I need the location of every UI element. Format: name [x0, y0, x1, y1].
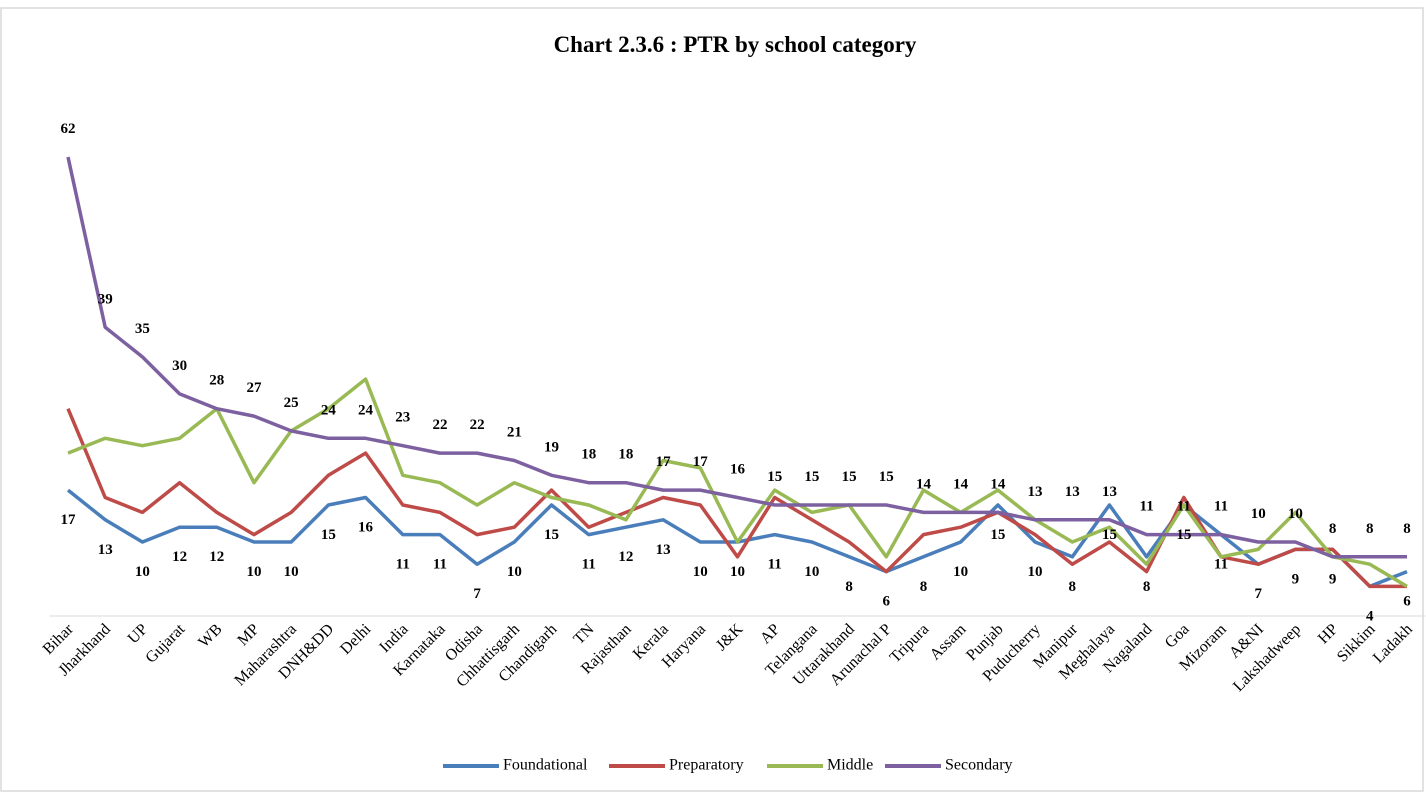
legend-label: Preparatory [669, 757, 744, 774]
data-label: 15 [767, 469, 782, 485]
data-label: 15 [544, 527, 559, 543]
data-label: 14 [990, 476, 1006, 492]
data-label: 7 [1254, 586, 1262, 602]
data-label: 14 [916, 476, 932, 492]
data-label: 13 [1065, 484, 1080, 500]
chart-title: Chart 2.3.6 : PTR by school category [554, 32, 917, 57]
data-label: 10 [693, 564, 708, 580]
data-label: 15 [842, 469, 857, 485]
data-label: 10 [1288, 506, 1303, 522]
data-label: 8 [1329, 521, 1337, 537]
data-label: 10 [507, 564, 522, 580]
data-label: 10 [1251, 506, 1266, 522]
data-label: 13 [1028, 484, 1043, 500]
data-label: 10 [246, 564, 261, 580]
data-label: 14 [953, 476, 969, 492]
data-label: 6 [1403, 594, 1411, 610]
data-label: 8 [1366, 521, 1374, 537]
data-label: 8 [1069, 579, 1077, 595]
data-label: 8 [1403, 521, 1411, 537]
data-label: 22 [432, 417, 447, 433]
data-label: 12 [172, 549, 187, 565]
data-label: 11 [1214, 499, 1228, 515]
chart-frame [0, 7, 1424, 792]
data-label: 11 [1177, 499, 1191, 515]
data-label: 8 [920, 579, 928, 595]
data-label: 11 [396, 557, 410, 573]
data-label: 21 [507, 425, 522, 441]
data-label: 17 [693, 454, 709, 470]
data-label: 9 [1329, 571, 1337, 587]
data-label: 15 [1176, 527, 1191, 543]
data-label: 22 [470, 417, 485, 433]
data-label: 19 [544, 439, 559, 455]
series-line [66, 408, 1407, 589]
data-label: 18 [581, 447, 596, 463]
data-label: 13 [98, 542, 113, 558]
data-label: 25 [284, 395, 299, 411]
data-label: 10 [1028, 564, 1043, 580]
data-label: 15 [804, 469, 819, 485]
data-label: 10 [730, 564, 745, 580]
data-label: 13 [1102, 484, 1117, 500]
data-label: 10 [135, 564, 150, 580]
data-label: 30 [172, 358, 187, 374]
data-label: 11 [768, 557, 782, 573]
data-label: 10 [804, 564, 819, 580]
data-label: 12 [618, 549, 633, 565]
data-label: 4 [1366, 608, 1374, 624]
data-label: 16 [358, 520, 374, 536]
data-label: 15 [990, 527, 1005, 543]
data-label: 11 [1214, 557, 1228, 573]
legend-label: Secondary [945, 757, 1013, 774]
data-label: 18 [618, 447, 633, 463]
data-label: 17 [656, 454, 672, 470]
data-label: 15 [879, 469, 894, 485]
data-label: 35 [135, 321, 150, 337]
data-label: 10 [284, 564, 299, 580]
data-label: 8 [1143, 579, 1151, 595]
data-label: 6 [883, 594, 891, 610]
legend-label: Middle [827, 757, 873, 774]
data-label: 15 [321, 527, 336, 543]
data-label: 39 [98, 291, 113, 307]
data-label: 27 [246, 380, 262, 396]
data-label: 12 [209, 549, 224, 565]
data-label: 16 [730, 462, 746, 478]
data-label: 9 [1292, 571, 1300, 587]
data-label: 62 [61, 121, 76, 137]
data-label: 10 [953, 564, 968, 580]
data-label: 15 [1102, 527, 1117, 543]
data-label: 11 [582, 557, 596, 573]
series-line [66, 156, 1407, 559]
data-label: 17 [61, 512, 77, 528]
data-label: 11 [1140, 499, 1154, 515]
data-label: 11 [433, 557, 447, 573]
data-label: 24 [321, 402, 337, 418]
data-label: 23 [395, 410, 410, 426]
data-label: 8 [845, 579, 853, 595]
data-label: 28 [209, 373, 224, 389]
data-label: 13 [656, 542, 671, 558]
legend-label: Foundational [503, 757, 588, 774]
data-label: 7 [473, 586, 481, 602]
data-label: 24 [358, 402, 374, 418]
